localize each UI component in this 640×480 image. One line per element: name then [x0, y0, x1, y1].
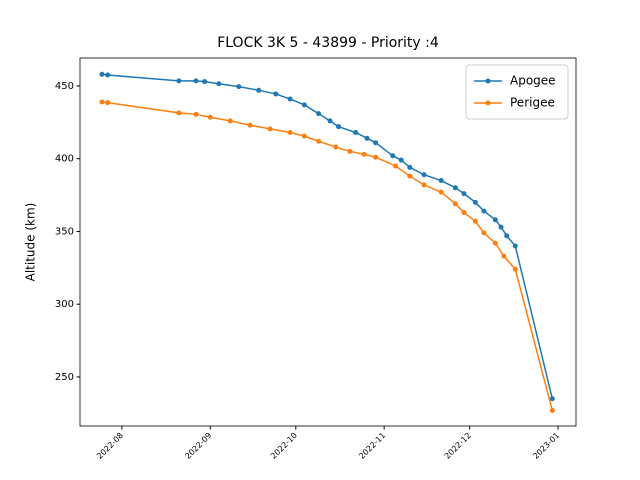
- point: [333, 144, 339, 150]
- point: [452, 201, 458, 207]
- point: [373, 154, 379, 160]
- point: [105, 100, 111, 106]
- point: [301, 102, 307, 108]
- point: [216, 81, 222, 87]
- point: [361, 151, 367, 157]
- point: [327, 118, 333, 124]
- point: [498, 224, 504, 230]
- point: [267, 126, 273, 132]
- axes-frame: [79, 57, 577, 427]
- point: [287, 130, 293, 136]
- y-axis-label: Altitude (km): [24, 203, 38, 282]
- point: [176, 78, 182, 84]
- y-tick-label: 250: [55, 372, 74, 383]
- point: [202, 79, 208, 85]
- point: [461, 191, 467, 197]
- point: [438, 189, 444, 195]
- point: [390, 153, 396, 159]
- point: [193, 111, 199, 117]
- point: [227, 118, 233, 124]
- point: [207, 114, 213, 120]
- point: [461, 210, 467, 216]
- point: [512, 243, 518, 249]
- point: [472, 199, 478, 205]
- point: [247, 122, 253, 128]
- point: [336, 124, 342, 130]
- point: [504, 233, 510, 239]
- point: [287, 96, 293, 102]
- legend-box: [465, 64, 569, 120]
- point: [438, 178, 444, 184]
- point: [549, 396, 555, 402]
- point: [316, 111, 322, 117]
- point: [353, 130, 359, 136]
- point: [407, 164, 413, 170]
- point: [512, 266, 518, 272]
- y-tick-label: 450: [55, 81, 74, 92]
- point: [256, 87, 262, 93]
- point: [452, 185, 458, 191]
- point: [398, 157, 404, 163]
- legend: Apogee Perigee: [465, 64, 569, 120]
- legend-label: Apogee: [510, 74, 556, 88]
- point: [273, 91, 279, 97]
- point: [393, 163, 399, 169]
- point: [472, 218, 478, 224]
- y-tick-label: 350: [55, 226, 74, 237]
- point: [373, 140, 379, 146]
- y-tick-label: 300: [55, 299, 74, 310]
- point: [407, 173, 413, 179]
- point: [99, 99, 105, 105]
- point: [481, 230, 487, 236]
- legend-label: Perigee: [510, 96, 555, 110]
- legend-marker: [485, 78, 491, 84]
- point: [301, 133, 307, 139]
- point: [176, 110, 182, 116]
- point: [364, 135, 370, 141]
- point: [492, 217, 498, 223]
- point: [193, 78, 199, 84]
- point: [421, 172, 427, 178]
- point: [501, 253, 507, 259]
- point: [481, 208, 487, 214]
- y-tick-label: 400: [55, 154, 74, 165]
- legend-marker: [485, 100, 491, 106]
- point: [105, 72, 111, 78]
- point: [347, 148, 353, 154]
- point: [492, 240, 498, 246]
- point: [549, 407, 555, 413]
- point: [236, 84, 242, 90]
- chart-title: FLOCK 3K 5 - 43899 - Priority :4: [217, 35, 439, 51]
- point: [421, 182, 427, 188]
- point: [316, 138, 322, 144]
- point: [99, 71, 105, 77]
